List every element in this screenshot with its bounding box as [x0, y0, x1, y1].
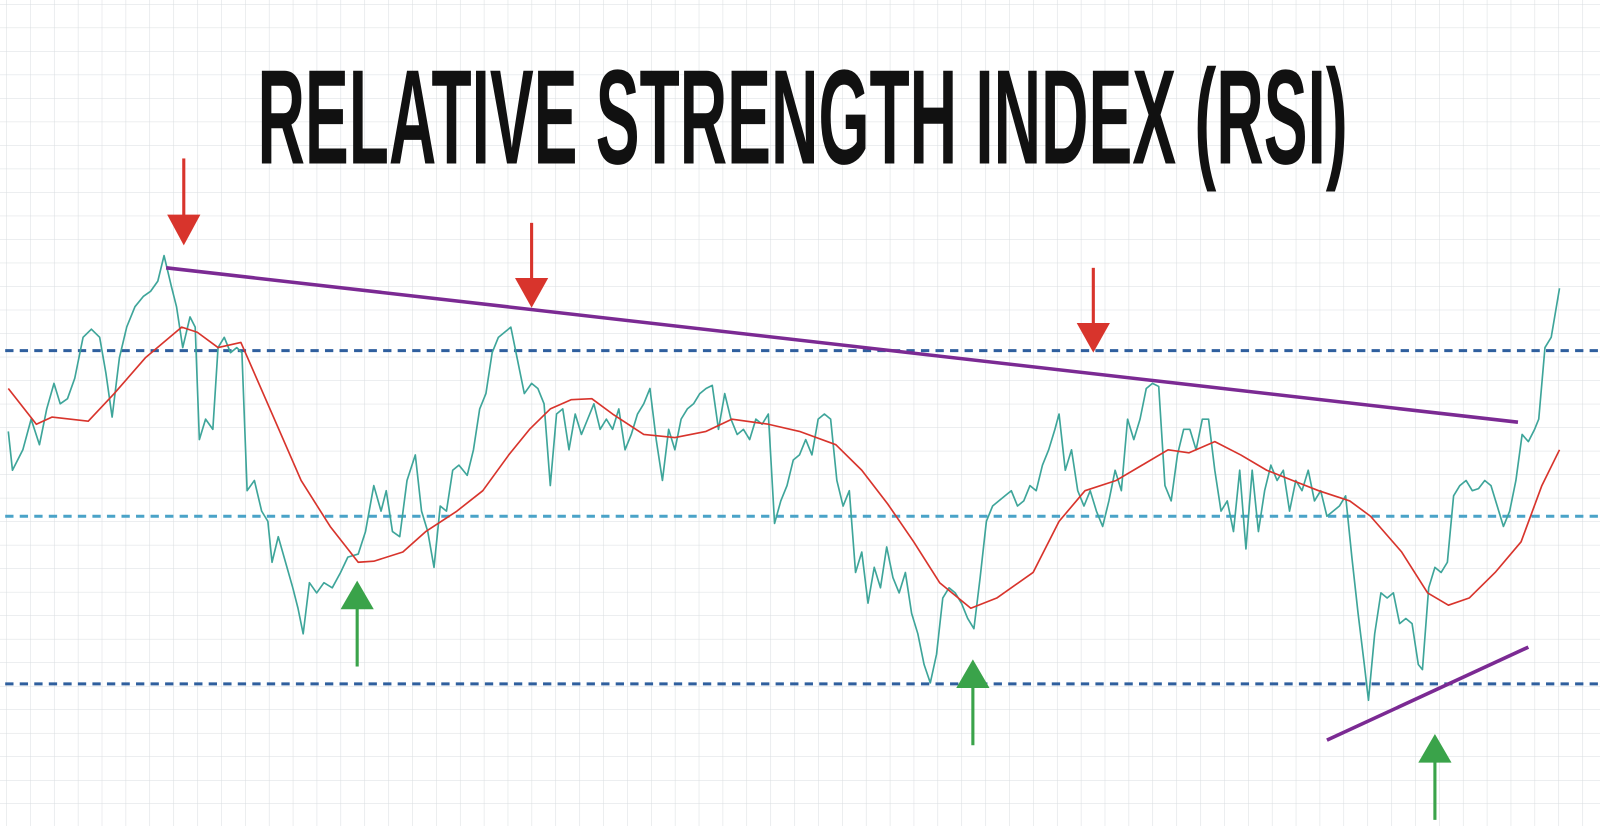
- moving-average-line: [7, 326, 1561, 610]
- support-trendline: [1326, 645, 1530, 742]
- sell-arrow-head: [167, 214, 201, 246]
- buy-arrow-head: [956, 659, 990, 688]
- sell-arrow-head: [1076, 323, 1110, 353]
- buy-arrow-head: [340, 580, 374, 610]
- title: RELATIVE STRENGTH INDEX (RSI): [257, 42, 1347, 193]
- sell-arrow-head: [514, 278, 549, 308]
- sell-arrows: [167, 158, 1110, 353]
- resistance-trendline: [165, 266, 1519, 424]
- buy-arrows: [340, 580, 1452, 820]
- rsi-line: [7, 254, 1561, 702]
- buy-arrow-head: [1418, 733, 1452, 763]
